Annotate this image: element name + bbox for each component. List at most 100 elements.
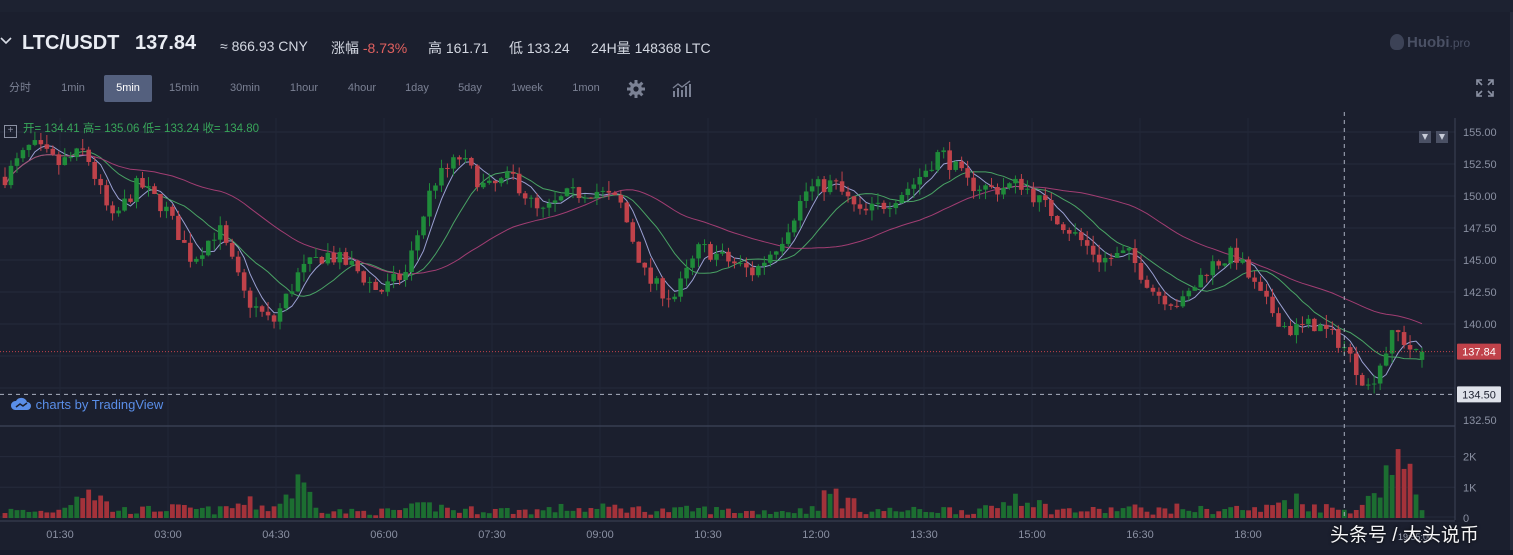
candle-body [827,180,833,193]
volume-bar [809,506,815,518]
interval-5min[interactable]: 5min [104,75,152,102]
settings-gear-icon[interactable] [626,79,646,99]
candle-body [1377,365,1383,384]
price-tick-label: 147.50 [1463,223,1497,235]
volume-bar [187,507,193,518]
time-tick-label: 06:00 [370,529,398,541]
volume-bar [361,510,367,518]
low-legend-label: 低= [142,123,161,135]
candle-body [636,241,642,263]
candle-body [1246,259,1251,278]
time-tick-label: 15:00 [1018,529,1046,541]
candle-body [265,311,271,316]
candle-body [128,198,133,202]
candle-body [744,263,749,268]
volume-bar [588,508,594,518]
volume-bar [546,507,552,518]
candle-body [319,257,325,264]
chevron-down-icon[interactable] [0,34,14,50]
candle-body [917,176,923,185]
volume-bar [648,514,654,518]
indicators-icon[interactable] [672,79,692,99]
interval-1week[interactable]: 1week [511,82,543,94]
candle-body [1258,281,1263,291]
volume-bar [528,514,534,518]
chart-grid [0,118,1456,522]
interval-1mon[interactable]: 1mon [572,82,600,94]
volume-bar [1311,504,1317,518]
candle-body [576,187,582,199]
volume-bar [743,511,749,518]
expand-plus-icon[interactable]: + [4,125,17,138]
candle-body [1132,248,1138,264]
candle-body [253,306,259,308]
candle-body [1413,348,1419,350]
candle-body [68,157,74,159]
candle-body [1001,187,1006,195]
volume-bar [594,508,600,518]
fullscreen-icon[interactable] [1475,78,1495,98]
volume-bar [62,507,68,518]
candle-body [74,148,80,158]
volume-bar [1228,507,1234,518]
volume-bar [1156,507,1162,518]
interval-15min[interactable]: 15min [169,82,199,94]
volume-bar [570,510,576,518]
candlestick-chart-svg[interactable]: 155.00 152.50 150.00 147.50 145.00 142.50 140.… [0,106,1510,550]
volume-bar [26,511,32,518]
candle-body [188,242,193,262]
volume-bar [863,514,869,518]
volume-bar [827,493,833,518]
interval-5day[interactable]: 5day [458,82,482,94]
volume-bar [1048,514,1054,518]
volume-bars [2,449,1425,518]
volume-value: 148368 LTC [634,40,711,56]
volume-bar [815,510,821,518]
candle-body [809,186,815,192]
candle-body [1347,347,1353,354]
volume-bar [845,497,851,518]
price-chart[interactable]: 155.00 152.50 150.00 147.50 145.00 142.50 140.… [0,106,1510,550]
candle-body [857,204,863,209]
volume-bar [480,512,486,518]
volume-bar [1383,465,1389,518]
time-tick-label: 01:30 [46,529,74,541]
volume-bar [1252,507,1257,518]
candle-body [983,185,988,190]
interval-30min[interactable]: 30min [230,82,260,94]
candle-body [86,149,91,162]
volume-bar [1072,512,1078,518]
volume-bar [1240,510,1246,518]
volume-bar [779,510,785,518]
price-tick-label: 152.50 [1463,159,1497,171]
candle-body [1072,232,1078,234]
candle-body [684,267,689,279]
candle-body [648,267,653,284]
candle-body [588,197,594,199]
interval-1min[interactable]: 1min [61,82,85,94]
tradingview-credit[interactable]: charts by TradingView [10,397,163,412]
logo-suffix: .pro [1449,36,1471,50]
volume-bar [1102,513,1108,518]
volume-bar [433,511,438,518]
interval-4hour[interactable]: 4hour [347,82,377,94]
candle-body [1156,291,1162,296]
interval-1day[interactable]: 1day [405,82,429,94]
volume-bar [1120,508,1126,518]
interval-1hour[interactable]: 1hour [289,82,319,94]
candle-body [540,207,546,209]
candle-body [726,251,731,262]
candle-body [1210,261,1216,276]
interval-timeline[interactable]: 分时 [9,82,31,94]
crosshair-overlay: 137.84 134.50 19:55:00 [0,112,1501,542]
volume-bar [660,508,666,518]
candle-body [1055,215,1060,225]
volume-bar [732,512,737,518]
candle-body [1049,200,1054,216]
candle-body [672,296,677,300]
volume-bar [600,503,606,518]
volume-bar [606,506,612,518]
candle-body [1144,279,1150,288]
pair-symbol[interactable]: LTC/USDT [22,32,120,54]
candle-body [1288,325,1293,336]
